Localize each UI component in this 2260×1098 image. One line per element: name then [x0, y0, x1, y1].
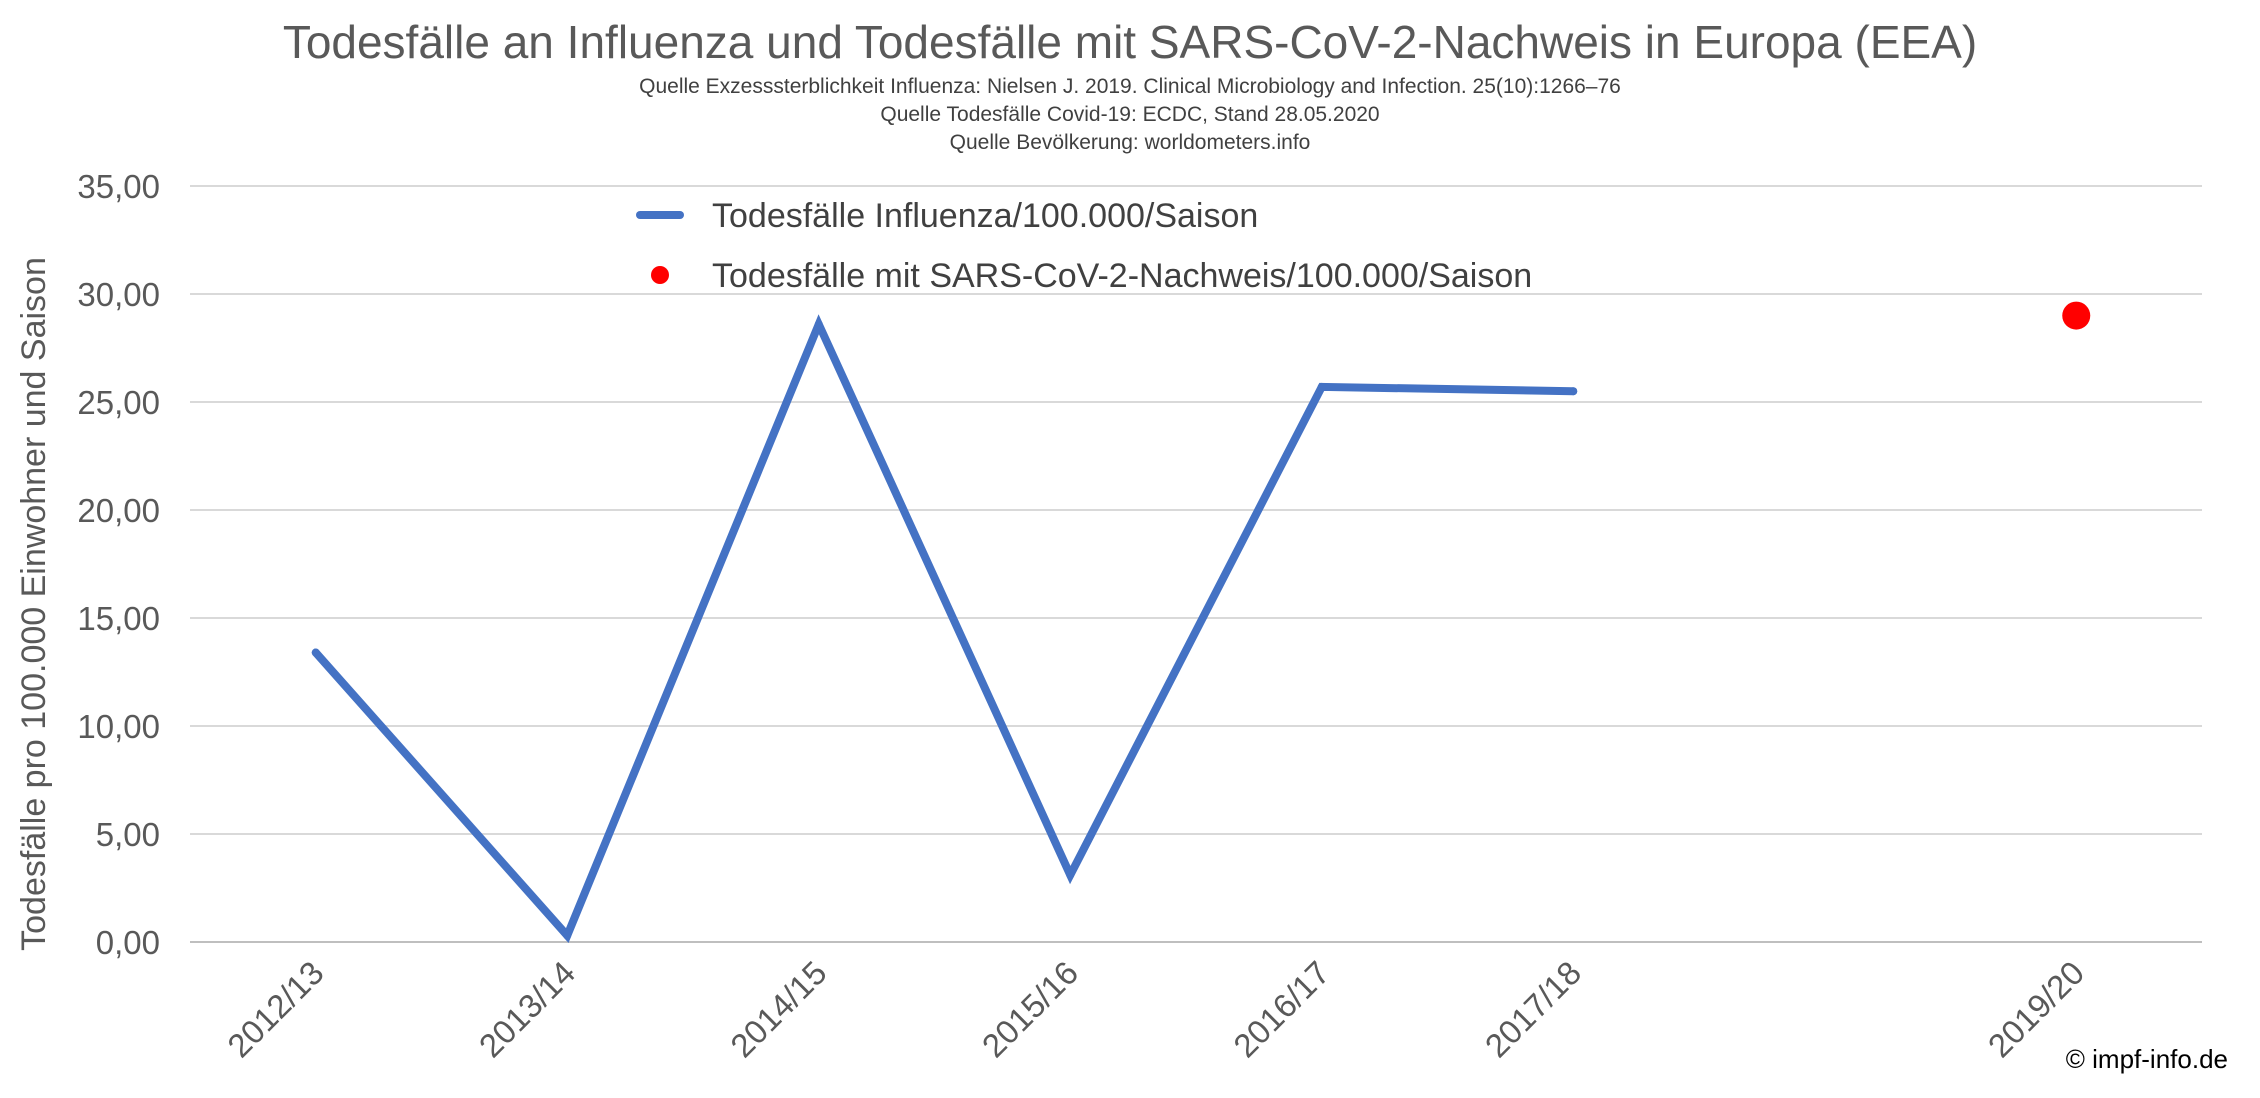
gridlines: [190, 185, 2202, 943]
x-tick-label: 2014/15: [723, 954, 834, 1065]
x-tick-label: 2017/18: [1478, 954, 1589, 1065]
data-point-influenza: [1066, 871, 1075, 880]
legend-label-sars-cov-2: Todesfälle mit SARS-CoV-2-Nachweis/100.0…: [712, 257, 1532, 295]
x-tick-label: 2013/14: [472, 954, 583, 1065]
y-tick-label: 0,00: [96, 924, 160, 961]
x-tick-label: 2016/17: [1226, 954, 1337, 1065]
x-tick-label: 2015/16: [975, 954, 1086, 1065]
y-axis-ticks: 0,00 5,00 10,00 15,00 20,00 25,00 30,00 35,00: [77, 168, 160, 961]
y-axis-label: Todesfälle pro 100.000 Einwohner und Sai…: [15, 257, 53, 951]
x-tick-label: 2012/13: [220, 954, 331, 1065]
series-line-influenza: [311, 314, 1578, 943]
chart-subtitle-1: Quelle Exzesssterblichkeit Influenza: Ni…: [639, 75, 1621, 98]
y-tick-label: 35,00: [77, 168, 160, 205]
data-point-influenza: [1569, 387, 1578, 396]
plot-area: [311, 301, 2091, 943]
chart-subtitle-2: Quelle Todesfälle Covid-19: ECDC, Stand …: [880, 103, 1379, 126]
chart-title: Todesfälle an Influenza und Todesfälle m…: [283, 16, 1977, 68]
data-point-sars-cov-2: [2062, 301, 2091, 330]
legend-label-influenza: Todesfälle Influenza/100.000/Saison: [712, 197, 1258, 235]
x-axis-ticks: 2012/13 2013/14 2014/15 2015/16 2016/17 2017/…: [220, 954, 2091, 1065]
y-tick-label: 20,00: [77, 492, 160, 529]
legend-marker-swatch: [651, 266, 669, 284]
y-tick-label: 30,00: [77, 276, 160, 313]
credit-text: © impf-info.de: [2066, 1044, 2228, 1074]
data-point-influenza: [1317, 382, 1326, 391]
data-point-influenza: [563, 931, 572, 940]
chart-subtitle-3: Quelle Bevölkerung: worldometers.info: [950, 131, 1311, 154]
data-point-influenza: [814, 320, 823, 329]
y-tick-label: 10,00: [77, 708, 160, 745]
data-point-influenza: [311, 648, 320, 657]
y-tick-label: 5,00: [96, 816, 160, 853]
y-tick-label: 25,00: [77, 384, 160, 421]
legend: Todesfälle Influenza/100.000/Saison Tode…: [636, 197, 1532, 295]
y-tick-label: 15,00: [77, 600, 160, 637]
